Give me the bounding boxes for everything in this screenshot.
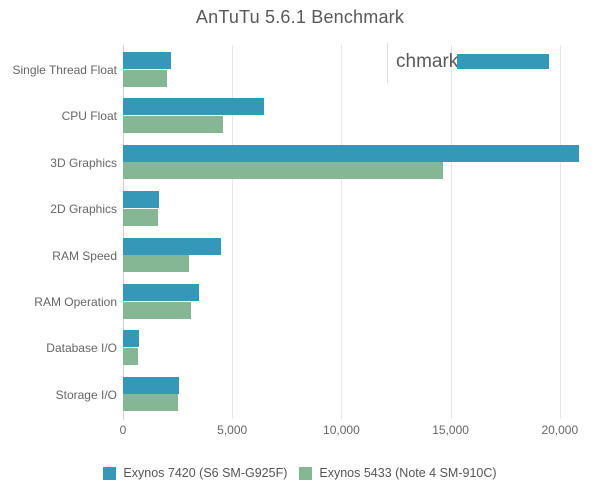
glitch-bar-fragment	[457, 54, 549, 69]
category-label-cpu-float: CPU Float	[61, 109, 117, 124]
bar-database-i-o-series-0[interactable]	[123, 330, 140, 348]
bar-ram-speed-series-1[interactable]	[123, 255, 189, 273]
bar-single-thread-float-series-0[interactable]	[123, 52, 172, 69]
bar-2d-graphics-series-1[interactable]	[123, 208, 158, 226]
chart-title: AnTuTu 5.6.1 Benchmark	[195, 7, 405, 27]
x-axis-label-5,000: 5,000	[217, 423, 248, 437]
bar-3d-graphics-series-0[interactable]	[123, 144, 580, 162]
bar-storage-i-o-series-0[interactable]	[123, 376, 179, 394]
x-axis-label-20,000: 20,000	[541, 423, 579, 437]
bar-storage-i-o-series-1[interactable]	[123, 394, 178, 412]
bar-cpu-float-series-0[interactable]	[123, 98, 264, 116]
gridline-15,000	[450, 45, 452, 419]
gridline-5,000	[232, 45, 234, 419]
legend-swatch-exynos-7420	[103, 466, 117, 480]
glitch-title-fragment: chmark	[396, 51, 459, 72]
x-axis-label-15,000: 15,000	[432, 423, 469, 437]
chart-legend: Exynos 7420 (S6 SM-G925F) Exynos 5433 (N…	[0, 466, 600, 480]
legend-label-exynos-5433: Exynos 5433 (Note 4 SM-910C)	[319, 466, 497, 480]
category-label-storage-i-o: Storage I/O	[55, 387, 117, 402]
legend-item-exynos-5433[interactable]: Exynos 5433 (Note 4 SM-910C)	[299, 466, 497, 480]
bar-single-thread-float-series-1[interactable]	[123, 69, 167, 87]
category-label-database-i-o: Database I/O	[46, 341, 117, 356]
bar-ram-speed-series-0[interactable]	[123, 237, 222, 255]
legend-label-exynos-7420: Exynos 7420 (S6 SM-G925F)	[123, 466, 288, 480]
bar-2d-graphics-series-0[interactable]	[123, 191, 160, 209]
bar-ram-operation-series-0[interactable]	[123, 284, 200, 301]
category-label-single-thread-float: Single Thread Float	[12, 63, 117, 77]
x-axis-label-10,000: 10,000	[323, 423, 360, 437]
category-axis-line	[123, 45, 124, 420]
gridline-20,000	[559, 45, 561, 419]
glitch-overlay-edge	[387, 43, 388, 83]
legend-swatch-exynos-5433	[299, 466, 313, 480]
bar-cpu-float-series-1[interactable]	[123, 115, 224, 133]
bar-database-i-o-series-1[interactable]	[123, 347, 138, 365]
category-label-3d-graphics: 3D Graphics	[50, 155, 117, 170]
x-axis-label-0: 0	[119, 423, 127, 437]
gridline-10,000	[341, 45, 343, 419]
bar-3d-graphics-series-1[interactable]	[123, 162, 443, 180]
bar-ram-operation-series-1[interactable]	[123, 301, 191, 319]
legend-item-exynos-7420[interactable]: Exynos 7420 (S6 SM-G925F)	[103, 466, 287, 480]
category-label-ram-operation: RAM Operation	[34, 295, 117, 309]
category-label-ram-speed: RAM Speed	[52, 248, 117, 263]
category-label-2d-graphics: 2D Graphics	[50, 202, 117, 217]
